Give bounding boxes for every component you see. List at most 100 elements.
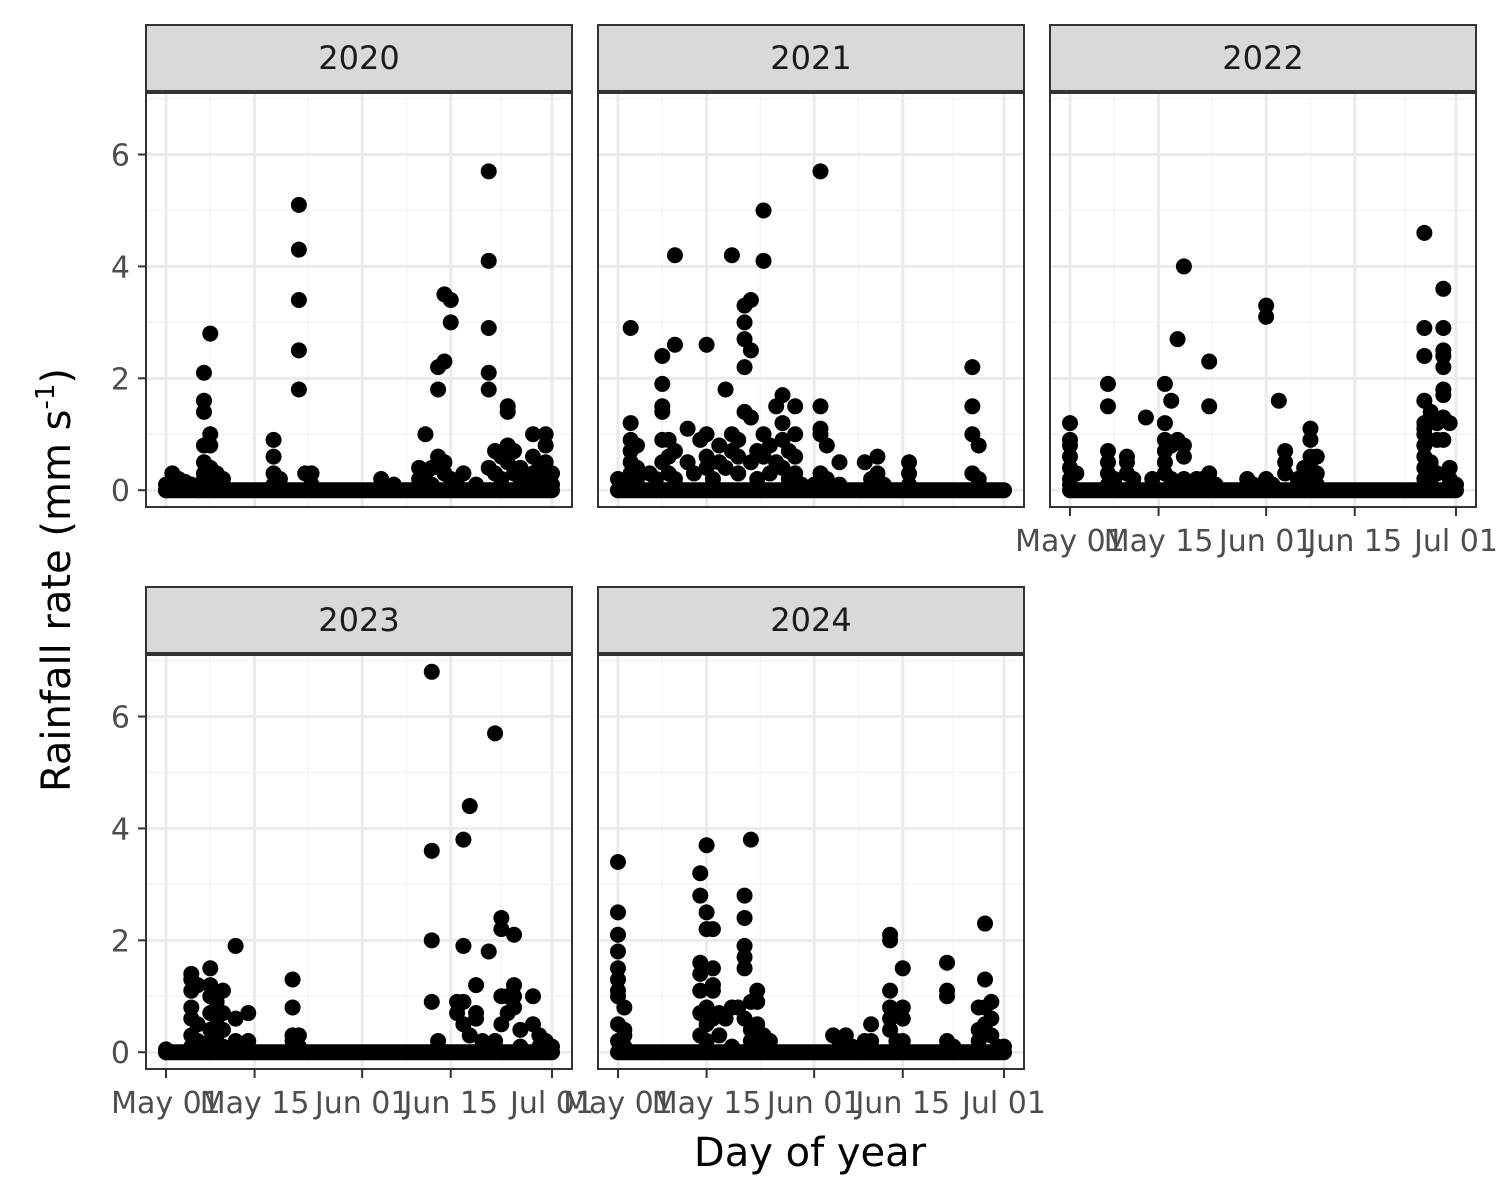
data-point xyxy=(901,454,918,471)
data-point xyxy=(742,292,759,308)
data-point xyxy=(290,241,307,258)
data-point xyxy=(512,1021,529,1038)
data-point xyxy=(214,479,231,496)
data-point xyxy=(271,471,288,488)
data-point xyxy=(882,982,899,999)
data-point xyxy=(996,1038,1012,1055)
data-point xyxy=(1106,471,1123,488)
data-point xyxy=(723,247,740,264)
data-point xyxy=(1302,420,1319,437)
data-point xyxy=(284,999,301,1016)
data-point xyxy=(1099,454,1116,471)
data-point xyxy=(417,426,434,443)
data-point xyxy=(774,415,791,432)
data-point xyxy=(468,476,485,493)
data-point xyxy=(698,837,715,854)
data-point xyxy=(493,471,510,488)
data-point xyxy=(730,465,747,482)
data-point xyxy=(749,993,766,1010)
data-point xyxy=(1264,476,1281,493)
x-tick-label: May 15 xyxy=(1104,524,1214,559)
data-point xyxy=(290,1027,307,1044)
facet-strip xyxy=(145,24,573,92)
data-point xyxy=(1099,443,1116,460)
data-point xyxy=(610,926,626,943)
data-point xyxy=(442,292,459,308)
facet-strip xyxy=(145,586,573,654)
data-point xyxy=(1118,454,1135,471)
data-point xyxy=(787,398,804,415)
data-point xyxy=(468,977,485,994)
data-point xyxy=(622,319,639,336)
data-point xyxy=(1435,280,1452,297)
data-point xyxy=(1258,308,1275,325)
data-point xyxy=(423,663,440,680)
data-point xyxy=(964,398,981,415)
data-point xyxy=(628,459,645,476)
data-point xyxy=(1277,443,1294,460)
data-point xyxy=(1277,454,1294,471)
data-point xyxy=(1302,431,1319,448)
y-tick-label: 2 xyxy=(111,924,130,959)
x-tick-label: Jun 01 xyxy=(313,1086,410,1121)
data-point xyxy=(487,1033,504,1050)
data-point xyxy=(622,415,639,432)
data-point xyxy=(755,252,772,269)
data-point xyxy=(480,163,497,180)
data-point xyxy=(1163,471,1180,488)
data-point xyxy=(692,954,709,971)
data-point xyxy=(1099,398,1116,415)
data-point xyxy=(698,426,715,443)
data-point xyxy=(717,381,734,398)
data-point xyxy=(616,1027,633,1044)
data-point xyxy=(666,471,683,488)
data-point xyxy=(1144,471,1161,488)
data-point xyxy=(939,954,956,971)
data-point xyxy=(831,454,848,471)
data-point xyxy=(736,937,753,954)
data-point xyxy=(736,359,753,376)
facet-strip xyxy=(1049,24,1477,92)
data-point xyxy=(692,865,709,882)
data-point xyxy=(647,471,664,488)
data-point xyxy=(423,932,440,949)
data-point xyxy=(679,420,696,437)
x-tick-label: Jul 01 xyxy=(1412,524,1498,559)
data-point xyxy=(544,476,560,493)
data-point xyxy=(787,448,804,465)
data-point xyxy=(894,1033,911,1050)
data-point xyxy=(480,943,497,960)
y-tick-label: 0 xyxy=(111,1036,130,1071)
data-point xyxy=(698,448,715,465)
data-point xyxy=(831,476,848,493)
data-point xyxy=(499,403,516,420)
data-point xyxy=(654,347,671,364)
facet-strip xyxy=(597,24,1025,92)
data-point xyxy=(685,465,702,482)
data-point xyxy=(214,1038,231,1055)
data-point xyxy=(183,999,200,1016)
data-point xyxy=(1245,476,1262,493)
data-point xyxy=(480,381,497,398)
data-point xyxy=(628,437,645,454)
data-point xyxy=(610,854,626,870)
data-point xyxy=(818,437,835,454)
data-point xyxy=(1308,465,1325,482)
data-point xyxy=(290,381,307,398)
x-tick-label: May 01 xyxy=(111,1086,221,1121)
data-point xyxy=(506,926,523,943)
y-tick-label: 6 xyxy=(111,701,130,736)
data-point xyxy=(480,319,497,336)
x-tick-label: Jun 15 xyxy=(853,1086,950,1121)
data-point xyxy=(1448,476,1464,493)
data-point xyxy=(284,971,301,988)
data-point xyxy=(692,965,709,982)
data-point xyxy=(742,409,759,426)
data-point xyxy=(704,921,721,938)
data-point xyxy=(628,471,645,488)
data-point xyxy=(698,336,715,353)
data-point xyxy=(1125,476,1142,493)
data-point xyxy=(493,909,510,926)
